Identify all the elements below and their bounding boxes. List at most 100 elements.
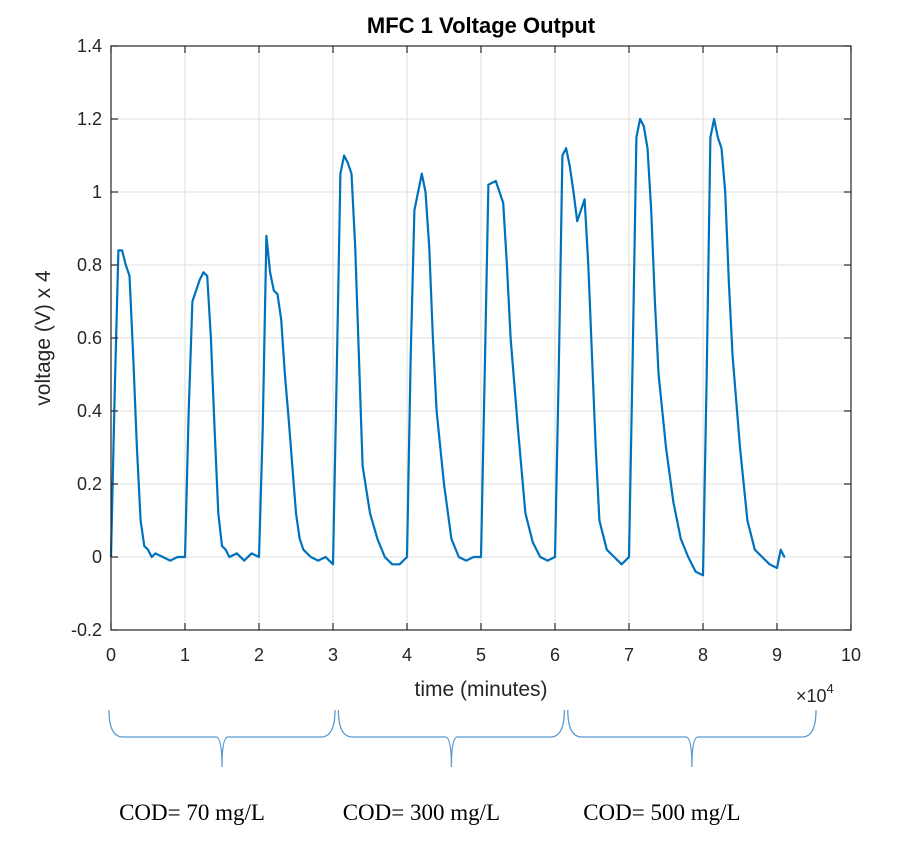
- data-point: [702, 574, 704, 577]
- data-point: [272, 289, 275, 292]
- data-point: [298, 537, 301, 540]
- data-point: [398, 563, 401, 566]
- y-tick-label: 1: [92, 182, 102, 202]
- data-point: [428, 245, 431, 248]
- data-point: [302, 548, 305, 551]
- data-point: [424, 191, 427, 193]
- data-point: [483, 373, 486, 376]
- data-point: [309, 556, 312, 558]
- data-point: [169, 559, 172, 562]
- y-tick-label: 0.2: [77, 474, 102, 494]
- x-axis-label: time (minutes): [414, 678, 547, 701]
- y-tick-label: 0: [92, 547, 102, 567]
- data-point: [420, 172, 423, 175]
- x-tick-label: 3: [328, 645, 338, 665]
- data-point: [250, 552, 253, 555]
- data-point: [284, 373, 286, 376]
- data-point: [139, 519, 142, 522]
- data-point: [124, 264, 127, 266]
- data-point: [287, 417, 290, 420]
- data-point: [113, 391, 116, 394]
- data-point: [132, 355, 135, 358]
- data-point: [143, 545, 146, 547]
- data-point: [728, 282, 730, 285]
- data-point: [128, 275, 131, 277]
- data-point: [480, 556, 482, 558]
- x-multiplier: ×104: [796, 681, 834, 706]
- y-tick-label: -0.2: [71, 620, 102, 640]
- data-point: [213, 428, 216, 431]
- x-tick-label: 8: [698, 645, 708, 665]
- data-point: [406, 556, 408, 558]
- cod-brace: [567, 709, 817, 768]
- data-point: [291, 464, 294, 467]
- data-point: [557, 373, 560, 376]
- x-tick-label: 7: [624, 645, 634, 665]
- data-point: [457, 556, 460, 558]
- data-point: [228, 556, 231, 558]
- data-point: [191, 300, 194, 303]
- data-point: [150, 556, 153, 558]
- y-tick-label: 0.6: [77, 328, 102, 348]
- data-point: [509, 337, 512, 339]
- x-multiplier-base: ×10: [796, 686, 827, 706]
- cod-brace: [108, 709, 336, 768]
- data-point: [613, 556, 616, 558]
- data-point: [413, 209, 416, 212]
- data-point: [506, 264, 508, 266]
- y-tick-label: 0.8: [77, 255, 102, 275]
- data-point: [243, 559, 246, 562]
- data-point: [350, 172, 353, 175]
- x-tick-label: 1: [180, 645, 190, 665]
- data-point: [210, 337, 212, 339]
- data-point: [417, 191, 419, 193]
- data-point: [598, 519, 601, 522]
- data-point: [121, 249, 123, 252]
- data-point: [753, 548, 756, 551]
- series-group: [109, 117, 786, 577]
- data-point: [280, 318, 283, 321]
- data-point: [568, 165, 571, 168]
- y-tick-label: 1.2: [77, 109, 102, 129]
- data-point: [358, 355, 360, 358]
- x-tick-label: 6: [550, 645, 560, 665]
- data-point: [154, 552, 157, 555]
- data-point: [642, 125, 645, 128]
- data-point: [779, 548, 782, 551]
- data-point: [646, 147, 649, 150]
- data-point: [546, 559, 549, 562]
- data-point: [269, 271, 271, 274]
- cod-brace: [337, 709, 566, 768]
- data-point: [502, 202, 505, 204]
- data-point: [524, 512, 527, 515]
- data-point: [561, 154, 564, 157]
- data-point: [195, 289, 198, 292]
- data-point: [720, 147, 723, 150]
- data-point: [265, 234, 268, 237]
- cod-label: COD= 70 mg/L: [119, 800, 265, 825]
- data-point: [339, 172, 342, 175]
- data-point: [391, 563, 394, 566]
- data-point: [583, 198, 586, 201]
- data-point: [591, 355, 593, 358]
- data-point: [176, 556, 179, 558]
- data-point: [587, 264, 590, 266]
- data-point: [354, 245, 357, 248]
- data-point: [361, 464, 364, 467]
- data-point: [731, 355, 734, 358]
- data-point: [332, 563, 334, 566]
- data-point: [235, 552, 238, 555]
- data-point: [539, 556, 542, 558]
- data-point: [716, 136, 719, 139]
- cod-annotations: COD= 70 mg/L COD= 300 mg/L COD= 500 mg/L: [108, 709, 817, 825]
- x-tick-label: 2: [254, 645, 264, 665]
- data-point: [761, 556, 764, 558]
- data-point: [217, 512, 220, 515]
- data-point: [295, 512, 297, 515]
- data-point: [187, 410, 190, 412]
- data-point: [261, 428, 264, 431]
- data-point: [221, 545, 223, 547]
- y-axis-label: voltage (V) x 4: [32, 270, 55, 406]
- y-tick-label: 1.4: [77, 36, 102, 56]
